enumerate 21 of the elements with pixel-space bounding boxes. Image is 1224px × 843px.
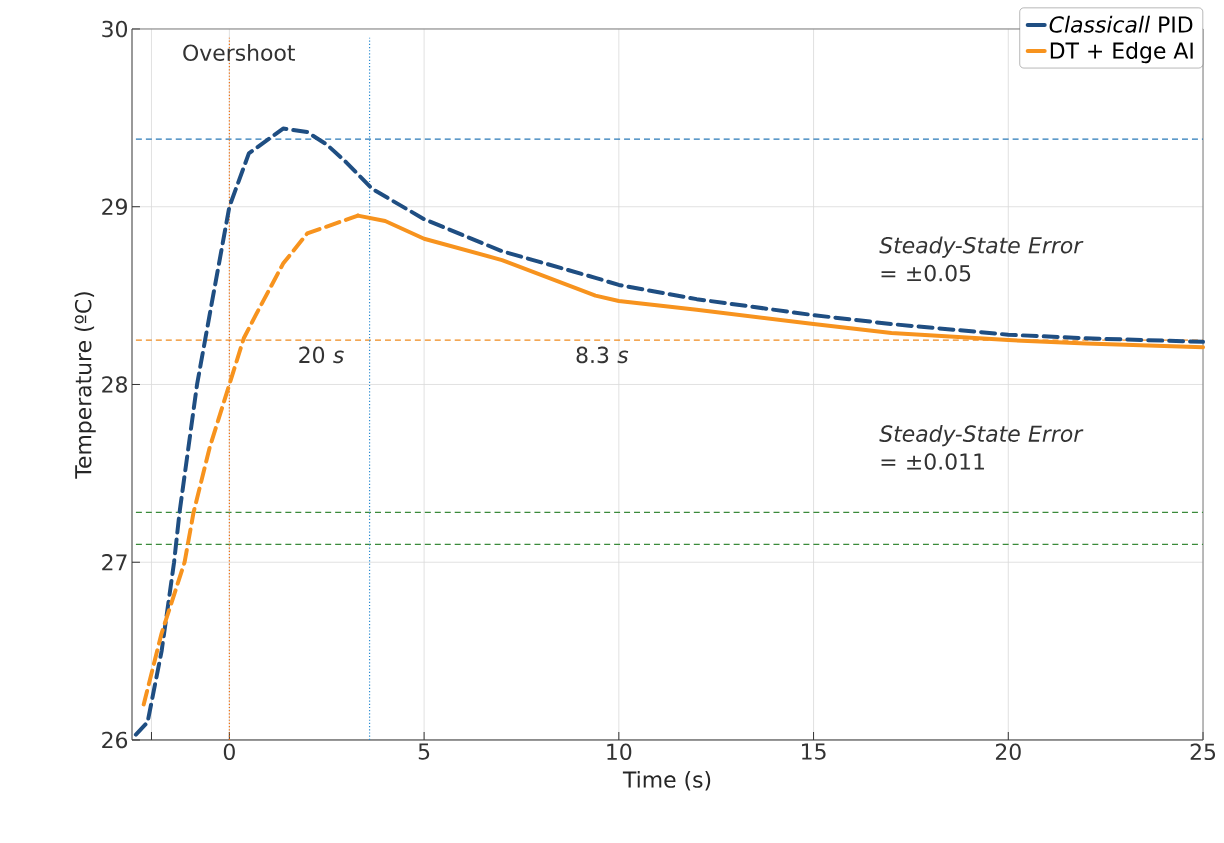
annotation: 20 s	[299, 346, 344, 364]
x-axis-title: Time (s)	[622, 770, 711, 791]
y-tick-label: 27	[102, 554, 127, 571]
y-tick-label: 26	[102, 731, 128, 749]
x-tick-label: 15	[802, 743, 826, 760]
y-tick-label: 28	[102, 376, 127, 393]
y-axis-title: Temperature (ºC)	[74, 292, 96, 479]
y-tick-label: 30	[102, 20, 128, 38]
legend-label: DT + Edge AI	[1050, 41, 1193, 64]
line-series	[133, 126, 1206, 737]
x-tick-label: 10	[607, 743, 632, 761]
x-tick-label: 0	[223, 743, 235, 761]
annotation: Steady-State Error = ±0.011	[879, 424, 1084, 470]
annotation: 8.3 s	[576, 346, 629, 364]
x-tick-label: 20	[995, 743, 1021, 761]
x-tick-label: 5	[418, 743, 430, 760]
annotation: Overshoot	[183, 44, 295, 62]
annotation: Steady-State Error = ±0.05	[879, 236, 1084, 282]
y-tick-label: 29	[102, 198, 127, 216]
x-tick-label: 25	[1190, 743, 1216, 761]
legend-label: Classicall PID	[1049, 15, 1193, 33]
